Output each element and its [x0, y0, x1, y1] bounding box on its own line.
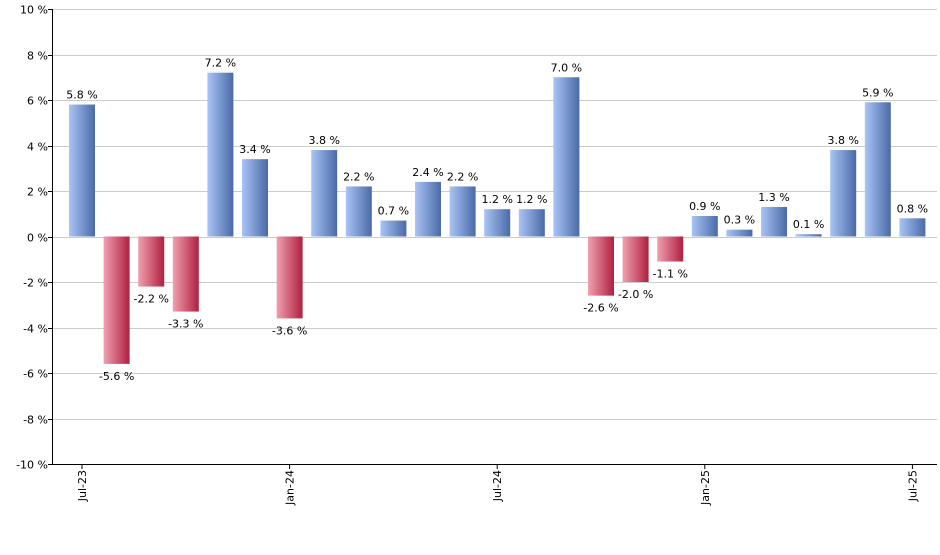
y-tick-label: 0 % — [27, 232, 48, 245]
data-label: 0.9 % — [689, 200, 720, 213]
x-tick-label: Jul-25 — [906, 470, 919, 502]
bar-May-24[interactable] — [415, 181, 441, 237]
bar-Jul-24[interactable] — [484, 209, 511, 237]
bars — [69, 72, 926, 364]
bar-Nov-24[interactable] — [622, 236, 649, 283]
bar-Feb-24[interactable] — [311, 150, 338, 237]
data-label: 1.2 % — [516, 193, 547, 206]
x-tick-label: Jul-23 — [76, 470, 89, 502]
data-labels: 5.8 % -5.6 % -2.2 %-3.3 % 7.2 % 3.4 % -3.6 % 3… — [66, 57, 928, 383]
bar-Oct-24[interactable] — [588, 236, 614, 296]
data-label: -1.1 % — [652, 268, 687, 281]
data-label: 0.3 % — [724, 214, 755, 227]
bar-Sep-24[interactable] — [553, 77, 580, 237]
data-label: -2.2 % — [133, 293, 168, 306]
x-tick-label: Jul-24 — [491, 470, 504, 502]
y-tick-label: -8 % — [23, 414, 48, 427]
bar-Oct-23[interactable] — [172, 236, 199, 312]
data-label: -5.6 % — [99, 370, 134, 383]
data-label: 2.4 % — [412, 166, 443, 179]
bar-Jul-23[interactable] — [69, 104, 95, 237]
y-tick-label: 8 % — [27, 50, 48, 63]
data-label: 7.0 % — [551, 61, 582, 74]
bar-Jul-25[interactable] — [899, 218, 926, 237]
data-label: 5.8 % — [66, 89, 97, 102]
data-label: -3.6 % — [272, 324, 307, 337]
data-label: 2.2 % — [343, 170, 374, 183]
data-label: 3.8 % — [827, 134, 858, 147]
bar-Aug-23[interactable] — [103, 236, 130, 364]
data-label: 3.4 % — [239, 143, 270, 156]
y-tick-label: 6 % — [27, 95, 48, 108]
data-label: 0.1 % — [793, 218, 824, 231]
bar-Dec-23[interactable] — [242, 159, 268, 237]
bar-Jan-25[interactable] — [691, 216, 718, 237]
bar-Jun-24[interactable] — [449, 186, 476, 237]
bar-Feb-25[interactable] — [726, 229, 753, 237]
data-label: 0.7 % — [378, 205, 409, 218]
bar-Dec-24[interactable] — [657, 236, 684, 262]
bar-Apr-24[interactable] — [380, 220, 407, 237]
y-tick-label: -2 % — [23, 277, 48, 290]
data-label: -2.0 % — [618, 288, 653, 301]
gridlines — [52, 9, 937, 465]
data-label: 1.3 % — [758, 191, 789, 204]
data-label: -2.6 % — [583, 302, 618, 315]
data-label: -3.3 % — [168, 318, 203, 331]
data-label: 0.8 % — [897, 202, 928, 215]
x-tick-label: Jan-25 — [699, 470, 712, 506]
axes: -10 % -8 % -6 % -4 % -2 % 0 % 2 % 4 % 6 % 8 % 10 %… — [16, 4, 937, 506]
data-label: 2.2 % — [447, 170, 478, 183]
y-tick-label: -4 % — [23, 323, 48, 336]
bar-Sep-23[interactable] — [138, 236, 165, 287]
bar-Aug-24[interactable] — [518, 209, 545, 237]
y-tick-label: -10 % — [16, 459, 48, 472]
bar-Apr-25[interactable] — [795, 234, 822, 237]
data-label: 3.8 % — [308, 134, 339, 147]
data-label: 7.2 % — [205, 57, 236, 70]
data-label: 5.9 % — [862, 86, 893, 99]
y-tick-label: 4 % — [27, 141, 48, 154]
bar-Jan-24[interactable] — [276, 236, 303, 319]
data-label: 1.2 % — [481, 193, 512, 206]
bar-Mar-25[interactable] — [761, 206, 787, 237]
bar-Mar-24[interactable] — [345, 186, 372, 237]
y-tick-label: 10 % — [20, 4, 48, 17]
bar-May-25[interactable] — [830, 150, 857, 237]
y-tick-label: -6 % — [23, 368, 48, 381]
y-tick-label: 2 % — [27, 186, 48, 199]
x-tick-label: Jan-24 — [284, 470, 297, 506]
bar-Jun-25[interactable] — [864, 102, 891, 237]
bar-Nov-23[interactable] — [207, 72, 234, 237]
